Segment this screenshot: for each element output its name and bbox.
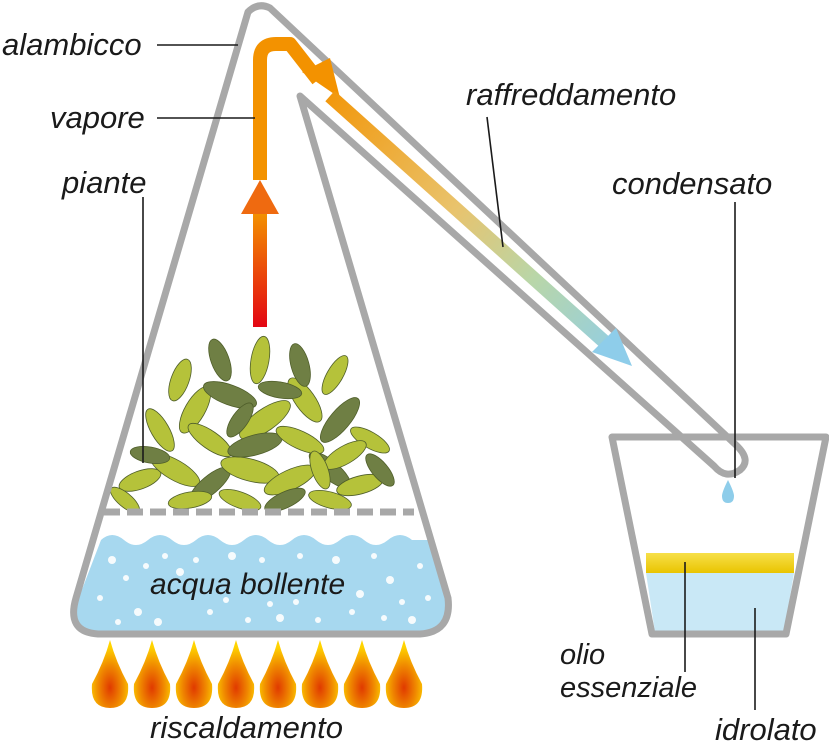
label-plants: piante [61,165,146,200]
label-essential-oil-line1: olio [560,639,605,671]
flame-icon [259,640,297,708]
condensate-drop-icon [722,480,734,503]
flame-icon [217,640,255,708]
label-steam: vapore [50,100,145,135]
label-boiling-water: acqua bollente [150,568,345,601]
vapor-flow-arrow [253,37,340,180]
steam-arrow [241,180,279,327]
flame-icon [301,640,339,708]
flame-icon [175,640,213,708]
label-alembic: alambicco [2,27,142,62]
receiving-beaker [608,433,829,638]
label-heating: riscaldamento [150,710,343,745]
label-essential-oil-line2: essenziale [560,672,697,704]
flame-icon [385,640,423,708]
flame-icon [91,640,129,708]
plants-bundle [110,335,395,514]
boiling-water [76,535,449,632]
label-leaders [142,44,756,710]
flame-icon [343,640,381,708]
heating-flames [91,640,423,708]
label-hydrolate: idrolato [715,712,817,745]
cooling-arrow [325,90,632,366]
alembic-flask [70,2,749,638]
label-condensate: condensato [612,166,772,201]
flame-icon [133,640,171,708]
label-cooling: raffreddamento [466,77,676,112]
water-bubbles [97,552,431,626]
